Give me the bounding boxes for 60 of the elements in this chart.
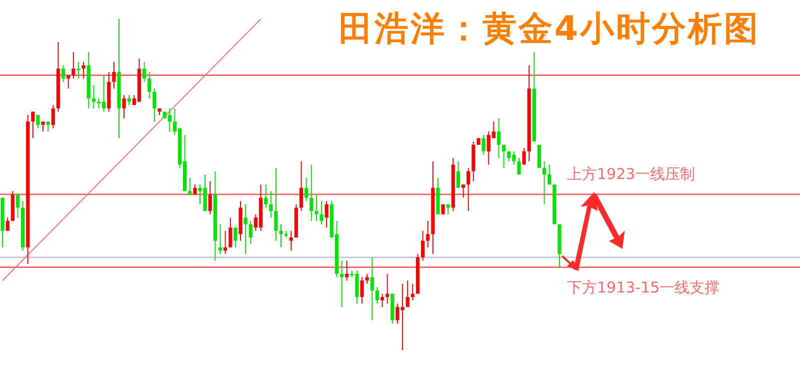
candlestick xyxy=(16,194,20,218)
candlestick xyxy=(314,194,318,222)
candlestick xyxy=(269,190,273,218)
candlestick xyxy=(482,134,486,156)
candlestick xyxy=(274,167,278,242)
candlestick xyxy=(31,111,35,139)
candlestick xyxy=(324,200,328,228)
candlestick xyxy=(92,84,96,109)
ref-line-label: 下方1913-15一线支撑 xyxy=(567,278,720,297)
candlestick xyxy=(228,217,232,248)
candlestick xyxy=(51,104,55,129)
candlestick xyxy=(370,256,374,321)
candlestick xyxy=(188,177,192,195)
candlestick xyxy=(542,160,546,205)
candlestick xyxy=(461,184,466,198)
chart-title: 田浩洋：黄金4小时分析图 xyxy=(338,8,760,51)
candlestick xyxy=(152,88,156,122)
candlestick xyxy=(248,220,252,245)
candlestick xyxy=(234,227,238,248)
candlestick xyxy=(537,144,542,168)
candlestick xyxy=(142,62,146,82)
candlestick xyxy=(365,273,369,284)
candlestick xyxy=(426,220,430,248)
candlestick xyxy=(380,293,384,308)
candlestick xyxy=(193,184,197,195)
candlestick xyxy=(36,114,40,129)
candlestick xyxy=(76,62,80,80)
candlestick xyxy=(289,230,293,252)
candlestick xyxy=(310,164,314,222)
candlestick xyxy=(82,62,86,80)
candlestick xyxy=(548,164,552,185)
candlestick xyxy=(299,160,304,212)
candlestick xyxy=(264,184,268,208)
candlestick xyxy=(41,121,45,132)
candlestick xyxy=(502,144,506,168)
candlestick xyxy=(122,94,126,119)
candlestick xyxy=(410,283,414,301)
candlestick xyxy=(456,160,460,188)
candlestick xyxy=(279,224,283,248)
candlestick xyxy=(208,180,212,215)
candlestick xyxy=(466,167,470,212)
candlestick xyxy=(386,273,390,304)
candlestick xyxy=(112,62,116,90)
candlestick xyxy=(148,71,152,99)
candlestick xyxy=(522,148,526,166)
candlestick xyxy=(406,280,410,308)
candlestick xyxy=(496,118,501,159)
candlestick xyxy=(6,217,10,232)
candlestick xyxy=(420,230,425,262)
candlestick xyxy=(244,204,248,255)
candlestick xyxy=(517,158,521,176)
candlestick xyxy=(375,286,380,304)
candlestick xyxy=(72,52,76,80)
candlestick xyxy=(127,94,131,106)
candlestick xyxy=(46,121,50,132)
candlestick xyxy=(304,177,308,202)
ref-line-label: 上方1923一线压制 xyxy=(567,164,696,183)
candlestick xyxy=(360,276,364,304)
candlestick xyxy=(61,64,66,82)
candlestick xyxy=(320,200,324,225)
